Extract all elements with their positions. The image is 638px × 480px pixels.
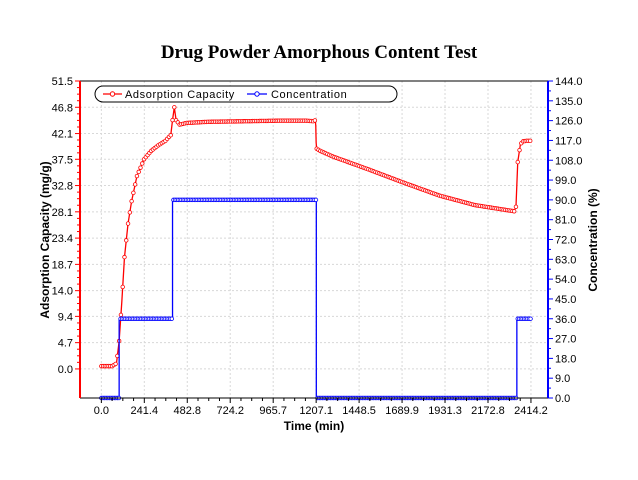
x-tick-label: 2172.8 <box>471 405 505 417</box>
legend-adsorption-label: Adsorption Capacity <box>125 89 235 101</box>
y2-tick-label: 9.0 <box>555 373 570 385</box>
legend-concentration-marker <box>254 91 260 97</box>
y-tick-label: 37.5 <box>52 154 73 166</box>
series-marker-adsorption <box>131 190 136 196</box>
series-line-concentration <box>101 199 531 399</box>
y-tick-label: 46.8 <box>52 102 73 114</box>
grid-lines <box>80 80 548 398</box>
y-tick-label: 42.1 <box>52 129 73 141</box>
series-marker-concentration <box>313 197 319 203</box>
y-tick-label: 9.4 <box>58 311 73 323</box>
x-tick-label: 965.7 <box>259 405 287 417</box>
x-axis-label: Time (min) <box>284 419 344 433</box>
y2-axis-label: Concentration (%) <box>586 188 600 291</box>
y2-tick-label: 54.0 <box>555 274 576 286</box>
y2-tick-label: 81.0 <box>555 215 576 227</box>
series-marker-adsorption <box>528 138 533 144</box>
series-marker-adsorption <box>170 117 175 123</box>
x-tick-label: 724.2 <box>216 405 244 417</box>
series-marker-concentration <box>169 316 175 321</box>
x-tick-label: 1207.1 <box>299 405 333 417</box>
y2-tick-label: 117.0 <box>555 135 582 147</box>
y-tick-label: 28.1 <box>52 207 73 219</box>
y2-tick-label: 144.0 <box>555 76 583 88</box>
y2-tick-label: 90.0 <box>555 195 576 207</box>
y2-tick-label: 45.0 <box>555 294 576 306</box>
legend-box <box>94 85 398 103</box>
y-tick-label: 14.0 <box>52 286 73 298</box>
tick-labels: 0.0 241.4 482.8 724.2 965.7 1207.1 1448.5 1689.… <box>52 76 583 417</box>
series-marker-adsorption <box>172 105 177 110</box>
x-tick-label: 241.4 <box>131 405 159 417</box>
legend-adsorption-marker <box>109 91 116 97</box>
series-marker-adsorption <box>113 361 118 367</box>
series-marker-adsorption <box>125 221 131 226</box>
series-marker-concentration <box>528 316 533 321</box>
x-tick-label: 1689.9 <box>385 405 419 417</box>
x-tick-label: 1931.3 <box>428 405 462 417</box>
series-marker-adsorption <box>517 147 522 153</box>
chart-title: Drug Powder Amorphous Content Test <box>160 42 478 63</box>
y2-tick-label: 126.0 <box>555 116 583 128</box>
series-layer <box>99 105 533 401</box>
series-marker-adsorption <box>118 312 124 318</box>
axes <box>75 80 553 403</box>
y-tick-label: 32.8 <box>52 181 73 193</box>
y2-tick-label: 0.0 <box>555 393 570 405</box>
series-marker-adsorption <box>511 209 517 214</box>
series-marker-adsorption <box>515 159 520 165</box>
series-marker-adsorption <box>140 161 145 166</box>
series-marker-adsorption <box>138 165 143 170</box>
series-marker-adsorption <box>132 182 138 187</box>
series-marker-adsorption <box>513 204 519 209</box>
series-marker-adsorption <box>124 238 129 243</box>
x-tick-label: 2414.2 <box>514 405 548 417</box>
x-tick-label: 0.0 <box>94 405 109 417</box>
legend-concentration-label: Concentration <box>271 89 347 101</box>
legend: Adsorption Capacity Concentration <box>94 85 398 103</box>
y-tick-label: 0.0 <box>58 364 73 376</box>
y2-tick-label: 18.0 <box>555 353 576 365</box>
y-axis-label: Adsorption Capacity (mg/g) <box>38 161 52 318</box>
y-tick-label: 18.7 <box>52 259 73 271</box>
y2-tick-label: 63.0 <box>555 254 576 266</box>
y2-tick-label: 135.0 <box>555 96 583 108</box>
series-marker-adsorption <box>136 169 141 175</box>
series-marker-adsorption <box>127 210 133 215</box>
y-tick-label: 23.4 <box>52 233 73 245</box>
series-marker-adsorption <box>120 284 125 290</box>
series-marker-adsorption <box>312 118 318 123</box>
x-tick-label: 482.8 <box>174 405 202 417</box>
y2-tick-label: 27.0 <box>555 334 576 346</box>
series-marker-adsorption <box>122 254 127 260</box>
y2-tick-label: 36.0 <box>555 314 576 326</box>
series-marker-adsorption <box>168 133 173 138</box>
y2-tick-label: 72.0 <box>555 235 576 247</box>
y-tick-label: 51.5 <box>52 76 73 88</box>
x-tick-label: 1448.5 <box>342 405 376 417</box>
y-tick-label: 4.7 <box>58 338 73 350</box>
y2-tick-label: 108.0 <box>555 155 583 167</box>
series-marker-adsorption <box>129 199 134 204</box>
y2-tick-label: 99.0 <box>555 175 576 187</box>
series-marker-adsorption <box>134 173 140 179</box>
